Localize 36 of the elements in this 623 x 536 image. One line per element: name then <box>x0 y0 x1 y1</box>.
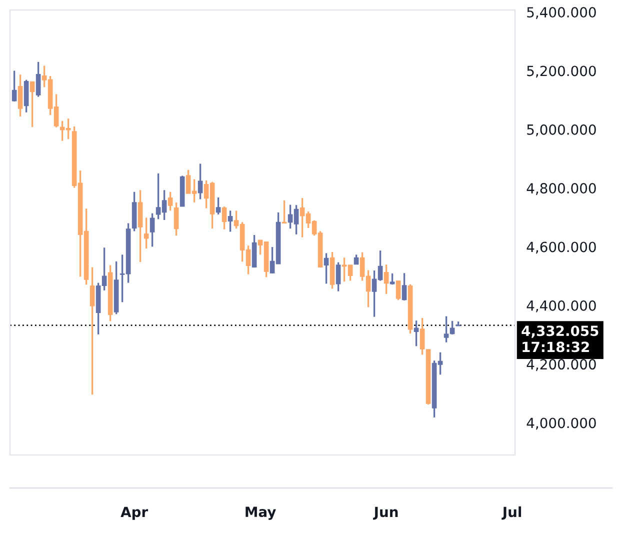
text: 17:18:32 <box>522 342 589 352</box>
y-tick-label: 5,000.000 <box>527 124 596 136</box>
y-tick-label: 4,000.000 <box>526 418 596 430</box>
candlestick <box>336 261 341 292</box>
candlestick <box>90 266 95 396</box>
y-tick-label: 4,200.000 <box>526 359 596 371</box>
candlestick <box>354 254 359 265</box>
candlestick <box>12 70 17 102</box>
y-tick-label: 5,200.000 <box>527 66 596 78</box>
x-tick-label: Jul <box>502 506 522 520</box>
candlestick <box>222 206 227 230</box>
y-tick-label: 4,600.000 <box>526 242 596 254</box>
y-tick-label: 4,800.000 <box>526 183 596 195</box>
candlestick <box>384 264 389 295</box>
candlestick <box>402 272 407 302</box>
candlestick <box>396 280 401 301</box>
y-tick-label: 5,400.000 <box>527 7 596 19</box>
candlestick <box>150 212 155 248</box>
candlestick <box>216 196 221 216</box>
candlestick <box>18 74 23 118</box>
x-tick-label: Apr <box>120 506 148 520</box>
candlestick <box>390 272 395 286</box>
y-tick-label: 4,400.000 <box>526 300 596 312</box>
x-tick-label: Jun <box>373 506 398 520</box>
candlestick <box>228 210 233 233</box>
candlestick <box>324 252 329 285</box>
candlestick <box>30 81 35 128</box>
x-tick-label: May <box>246 506 276 520</box>
candlestick <box>198 162 203 200</box>
ref-line-label: 4,332.055 <box>522 326 598 338</box>
candlestick <box>36 61 41 98</box>
candlestick <box>174 202 179 236</box>
candlestick <box>282 200 287 224</box>
candlestick <box>144 216 149 250</box>
candlestick <box>414 320 419 348</box>
candlestick <box>168 191 173 212</box>
